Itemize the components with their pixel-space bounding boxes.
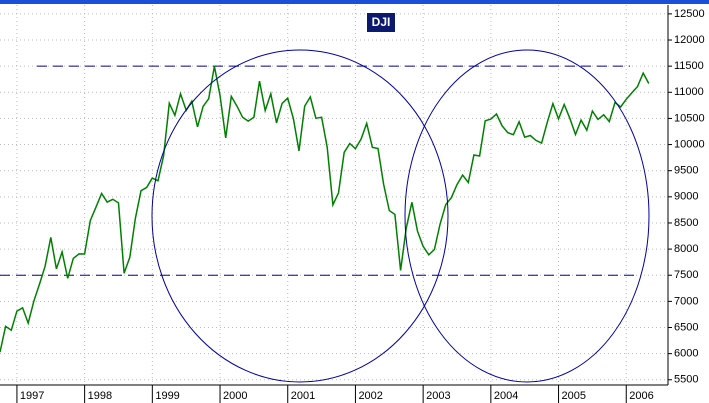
x-tick-label: 1999 bbox=[155, 390, 179, 402]
y-tick-label: 9500 bbox=[674, 165, 698, 177]
y-tick-label: 5500 bbox=[674, 374, 698, 386]
x-tick-label: 1997 bbox=[20, 390, 44, 402]
ellipses bbox=[151, 49, 650, 383]
y-tick-label: 10000 bbox=[674, 138, 705, 150]
y-tick-label: 11000 bbox=[674, 86, 704, 98]
y-tick-label: 11500 bbox=[674, 60, 704, 72]
y-tick-label: 7500 bbox=[674, 269, 698, 281]
x-tick-label: 2001 bbox=[291, 390, 315, 402]
y-tick-label: 8500 bbox=[674, 217, 698, 229]
top-bar bbox=[0, 0, 709, 4]
y-tick-label: 9000 bbox=[674, 191, 698, 203]
x-tick-label: 2005 bbox=[562, 390, 586, 402]
y-tick-label: 7000 bbox=[674, 295, 698, 307]
price-line bbox=[0, 66, 650, 353]
x-tick-label: 2006 bbox=[629, 390, 653, 402]
x-tick-label: 1998 bbox=[88, 390, 112, 402]
y-tick-label: 8000 bbox=[674, 243, 698, 255]
y-tick-label: 6500 bbox=[674, 321, 698, 333]
y-tick-label: 6000 bbox=[674, 348, 698, 360]
y-tick-label: 10500 bbox=[674, 112, 705, 124]
ellipse bbox=[404, 49, 650, 383]
x-tick-label: 2002 bbox=[358, 390, 382, 402]
title-box bbox=[367, 13, 395, 32]
x-tick-label: 2000 bbox=[223, 390, 247, 402]
y-tick-label: 12000 bbox=[674, 34, 705, 46]
plot bbox=[0, 65, 650, 353]
chart-title: DJI bbox=[372, 15, 391, 29]
y-tick-label: 12500 bbox=[674, 8, 705, 20]
x-tick-label: 2004 bbox=[494, 390, 518, 402]
ellipse bbox=[151, 49, 449, 383]
x-tick-label: 2003 bbox=[426, 390, 450, 402]
